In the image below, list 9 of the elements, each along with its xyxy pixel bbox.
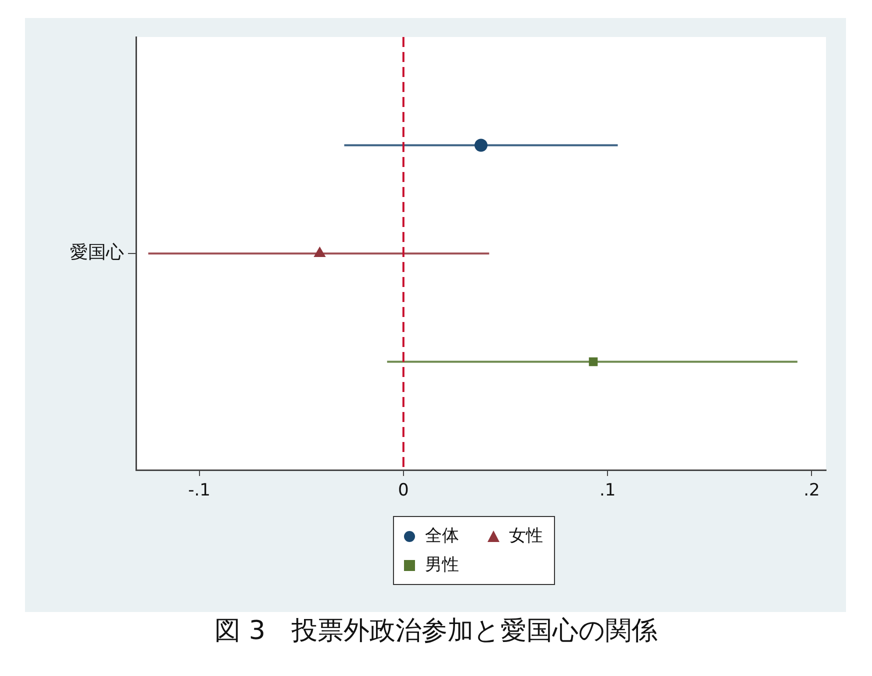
x-tick-label: 0 xyxy=(398,480,409,501)
text: 図 3 投票外政治参加と愛国心の関係 xyxy=(214,615,658,648)
x-tick-label: .2 xyxy=(804,480,820,501)
x-tick-label: -.1 xyxy=(188,480,210,501)
y-tick-label: 愛国心 xyxy=(70,242,124,264)
legend-label: 男性 xyxy=(425,554,459,576)
x-tick-label: .1 xyxy=(599,480,616,501)
legend-label: 女性 xyxy=(509,525,543,547)
legend-label: 全体 xyxy=(425,525,459,547)
